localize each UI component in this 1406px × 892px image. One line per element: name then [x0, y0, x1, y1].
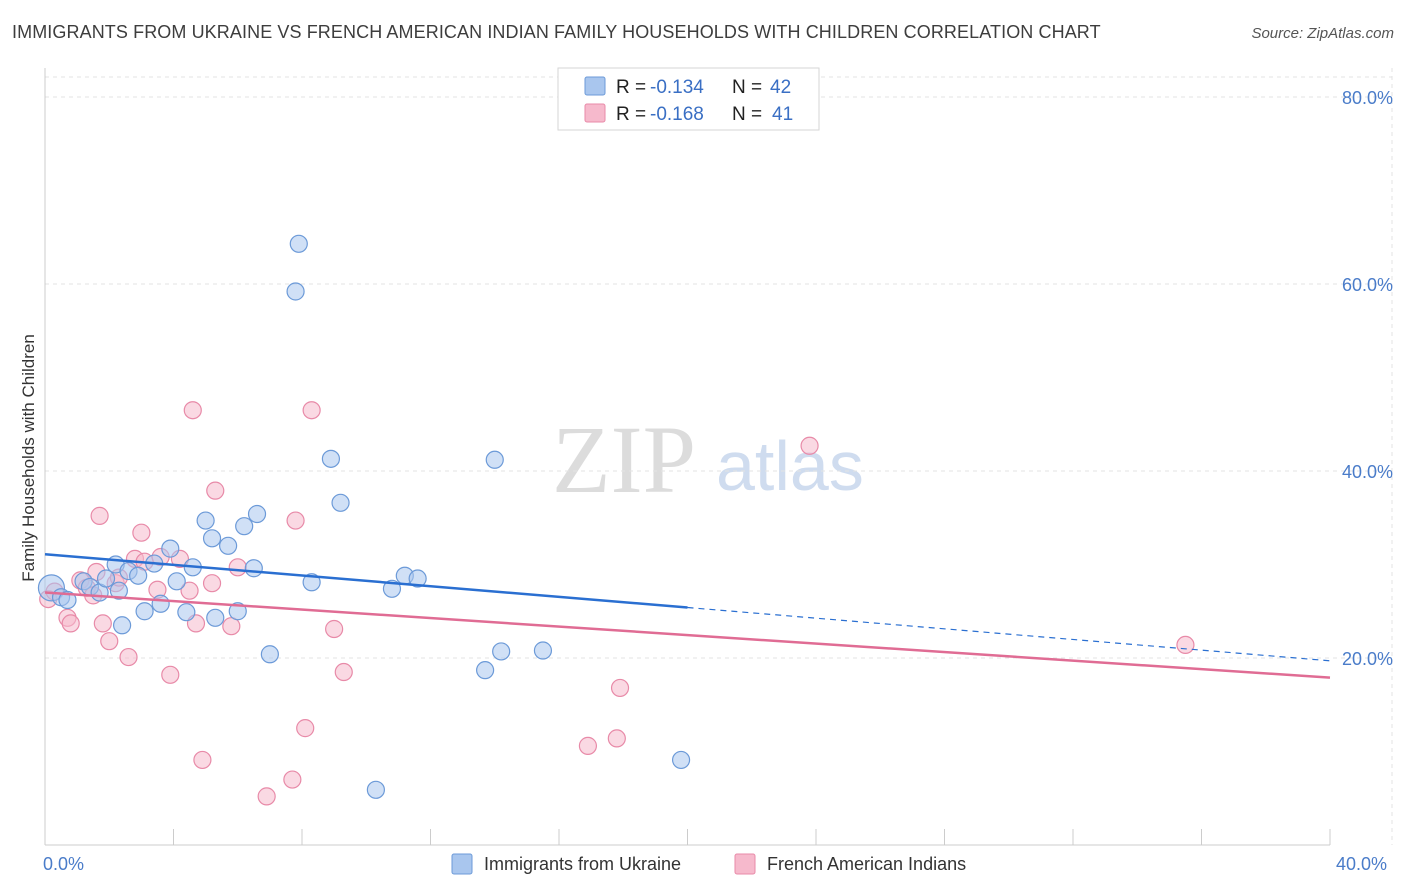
chart-title: IMMIGRANTS FROM UKRAINE VS FRENCH AMERIC… [12, 22, 1101, 42]
scatter-point-immigrants-from-ukraine [331, 493, 350, 512]
scatter-point-french-american-indians [296, 719, 315, 738]
scatter-point-immigrants-from-ukraine [177, 603, 196, 622]
scatter-point-immigrants-from-ukraine [671, 750, 691, 770]
scatter-point-immigrants-from-ukraine [492, 642, 511, 661]
scatter-point-immigrants-from-ukraine [533, 641, 553, 660]
scatter-point-immigrants-from-ukraine [228, 602, 247, 621]
scatter-point-french-american-indians [132, 523, 151, 542]
scatter-point-french-american-indians [119, 647, 138, 667]
scatter-point-immigrants-from-ukraine [151, 594, 170, 613]
trend-line-immigrants-from-ukraine [44, 552, 688, 609]
scatter-point-french-american-indians [93, 614, 112, 633]
scatter-point-immigrants-from-ukraine [244, 559, 263, 578]
x-tick-marks [44, 829, 1331, 845]
legend-n-value-pink: 41 [772, 104, 793, 125]
scatter-point-french-american-indians [193, 750, 212, 770]
scatter-point-french-american-indians [206, 481, 225, 500]
scatter-point-french-american-indians [228, 558, 247, 577]
scatter-point-immigrants-from-ukraine [202, 529, 222, 548]
source-credit: Source: ZipAtlas.com [1251, 25, 1394, 42]
y-axis-label: Family Households with Children [19, 334, 38, 582]
scatter-point-immigrants-from-ukraine [167, 572, 186, 591]
legend-swatch-pink [584, 103, 606, 123]
scatter-point-immigrants-from-ukraine [302, 573, 321, 592]
trend-line-french-american-indians [44, 591, 1331, 679]
scatter-point-immigrants-from-ukraine [408, 569, 427, 588]
legend-n-label-blue: N = [732, 77, 762, 98]
scatter-point-french-american-indians [286, 511, 305, 530]
legend-r-label-blue: R = [616, 77, 646, 98]
bottom-legend-label-french-american-indians: French American Indians [767, 854, 966, 874]
correlation-legend: R = -0.134 N = 42 R = -0.168 N = 41 [557, 67, 820, 131]
scatter-point-immigrants-from-ukraine [206, 608, 225, 627]
scatter-point-french-american-indians [257, 787, 276, 806]
scatter-point-french-american-indians [283, 770, 302, 789]
scatter-point-french-american-indians [578, 736, 598, 755]
bottom-legend-swatch-ukraine [451, 853, 473, 875]
legend-swatch-blue [584, 76, 606, 96]
bottom-legend-label-ukraine: Immigrants from Ukraine [484, 854, 681, 874]
scatter-point-immigrants-from-ukraine [289, 234, 308, 253]
scatter-point-french-american-indians [161, 665, 180, 684]
watermark-zip: ZIP [552, 406, 696, 513]
scatter-point-french-american-indians [222, 617, 241, 636]
scatter-point-immigrants-from-ukraine [260, 645, 279, 664]
bottom-legend-swatch-french-american-indians [734, 853, 756, 875]
scatter-point-immigrants-from-ukraine [96, 569, 116, 588]
scatter-point-immigrants-from-ukraine [485, 450, 504, 469]
scatter-point-immigrants-from-ukraine [129, 566, 148, 585]
scatter-point-french-american-indians [302, 401, 321, 420]
scatter-point-immigrants-from-ukraine [161, 539, 180, 558]
scatter-point-immigrants-from-ukraine [366, 780, 385, 799]
scatter-point-immigrants-from-ukraine [109, 581, 128, 600]
series-immigrants-from-ukraine [37, 234, 691, 799]
watermark-atlas: atlas [716, 427, 864, 505]
scatter-point-french-american-indians [180, 581, 199, 600]
trend-line-extension-immigrants-from-ukraine [687, 606, 1331, 662]
scatter-point-immigrants-from-ukraine [247, 504, 267, 524]
scatter-point-immigrants-from-ukraine [112, 616, 132, 635]
scatter-point-french-american-indians [202, 574, 222, 593]
y-tick-label: 40.0% [1342, 462, 1393, 482]
y-tick-label: 80.0% [1342, 88, 1393, 108]
scatter-point-immigrants-from-ukraine [286, 282, 305, 301]
legend-r-label-pink: R = [616, 104, 646, 125]
scatter-point-french-american-indians [1176, 635, 1195, 655]
scatter-point-french-american-indians [61, 614, 80, 633]
series-legend: Immigrants from Ukraine French American … [451, 853, 966, 875]
legend-r-value-blue: -0.134 [650, 77, 704, 98]
scatter-point-immigrants-from-ukraine [219, 536, 238, 555]
scatter-point-french-american-indians [183, 401, 202, 420]
scatter-point-french-american-indians [334, 662, 353, 682]
trend-lines [44, 552, 1331, 679]
y-tick-label: 60.0% [1342, 275, 1393, 295]
legend-n-value-blue: 42 [770, 77, 791, 98]
scatter-point-immigrants-from-ukraine [196, 511, 215, 530]
scatter-point-immigrants-from-ukraine [135, 602, 154, 621]
y-tick-labels: 20.0% 40.0% 60.0% 80.0% [1342, 88, 1393, 669]
scatter-point-immigrants-from-ukraine [235, 517, 254, 536]
scatter-point-french-american-indians [90, 506, 109, 525]
x-tick-label-max: 40.0% [1336, 854, 1387, 874]
scatter-point-french-american-indians [100, 632, 119, 651]
scatter-point-french-american-indians [607, 729, 626, 748]
scatter-point-immigrants-from-ukraine [58, 590, 77, 610]
legend-r-value-pink: -0.168 [650, 104, 704, 125]
scatter-point-french-american-indians [800, 436, 819, 455]
legend-n-label-pink: N = [732, 104, 762, 125]
scatter-point-immigrants-from-ukraine [476, 661, 495, 680]
scatter-point-immigrants-from-ukraine [321, 449, 341, 468]
scatter-point-french-american-indians [610, 678, 630, 698]
y-tick-label: 20.0% [1342, 649, 1393, 669]
x-tick-label-min: 0.0% [43, 854, 84, 874]
scatter-point-french-american-indians [325, 619, 344, 639]
